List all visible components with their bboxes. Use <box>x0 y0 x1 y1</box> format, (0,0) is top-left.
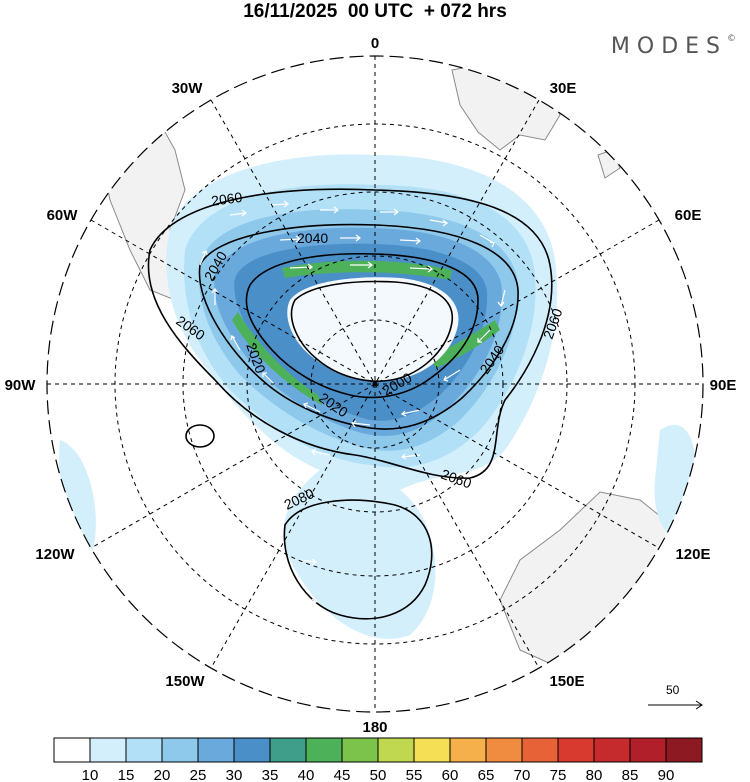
meridian <box>210 99 540 669</box>
meridian <box>210 99 540 669</box>
polar-quiet-zone <box>287 277 459 381</box>
lon-label-120w: 120W <box>35 546 75 563</box>
vector-scale-label: 50 <box>666 683 680 697</box>
wind-arrow <box>303 402 321 413</box>
contour-2020 <box>245 252 479 399</box>
south-pole-marker <box>372 381 378 387</box>
wind-arrow <box>497 289 506 307</box>
wind-arrow <box>409 265 433 273</box>
wind-vectors <box>199 200 506 646</box>
wind-arrow <box>279 235 301 243</box>
wind-arrow <box>299 558 317 566</box>
lon-label-120e: 120E <box>675 546 710 563</box>
wind-arrow <box>479 234 495 248</box>
page-title: 16/11/2025 00 UTC + 072 hrs <box>243 1 507 22</box>
wind-arrow <box>400 453 421 460</box>
wind-arrow <box>429 219 448 227</box>
wind-core-south-pacific <box>232 312 322 405</box>
lon-label-90e: 90E <box>710 377 737 394</box>
reference-vector <box>648 700 703 710</box>
brand-text: MODES <box>610 34 727 59</box>
meridian <box>90 219 660 549</box>
contour-label: 2040 <box>297 230 328 246</box>
lon-label-60e: 60E <box>675 207 702 224</box>
wind-arrow <box>340 234 361 242</box>
wind-arrow <box>230 335 241 351</box>
map-boundary <box>46 55 704 713</box>
geopotential-contours <box>147 188 553 620</box>
reference-arrow-head <box>695 700 703 710</box>
lon-label-150w: 150W <box>165 673 205 690</box>
graticule <box>47 56 703 712</box>
latitude-circle <box>114 123 636 645</box>
wind-arrow <box>380 208 399 216</box>
contour-closed-small <box>185 424 215 448</box>
wind-arrow <box>229 209 247 217</box>
wind-arrow <box>350 261 373 269</box>
longitude-labels: 0 30E 60E 90E 120E 150E 180 150W 120W 90… <box>5 35 737 736</box>
wind-patch-east-indian <box>654 424 696 537</box>
brand-logo: MODES© <box>611 34 736 59</box>
copyright-mark: © <box>727 34 736 44</box>
lon-label-60w: 60W <box>47 207 79 224</box>
wind-arrow <box>400 409 421 417</box>
lon-label-30w: 30W <box>172 80 204 97</box>
wind-arrow <box>311 448 331 456</box>
contour-2080 <box>283 499 433 620</box>
lon-label-150e: 150E <box>549 673 584 690</box>
lon-label-0: 0 <box>371 35 379 52</box>
lon-label-180: 180 <box>362 719 387 736</box>
wind-arrow <box>211 288 219 305</box>
wind-arrow <box>199 250 208 266</box>
land-australia <box>499 491 703 669</box>
contour-2000 <box>290 280 454 382</box>
wind-arrow <box>399 237 421 245</box>
contour-2040 <box>198 223 519 430</box>
wind-patch-west-pacific <box>59 440 96 560</box>
contour-2060-outer <box>147 188 553 479</box>
wind-arrow <box>299 598 317 606</box>
lon-label-90w: 90W <box>5 377 37 394</box>
wind-core-south-atlantic <box>282 260 452 280</box>
land-africa <box>451 59 561 151</box>
wind-arrow <box>443 369 461 382</box>
wind-arrow <box>269 200 289 208</box>
wind-arrow <box>351 420 371 428</box>
wind-arrow <box>289 263 313 271</box>
wind-arrow <box>262 372 276 386</box>
wind-arrow <box>477 329 491 343</box>
lon-label-30e: 30E <box>550 80 577 97</box>
meridian <box>90 219 660 549</box>
wind-arrow <box>320 206 339 214</box>
contour-label: 2060 <box>210 189 243 209</box>
